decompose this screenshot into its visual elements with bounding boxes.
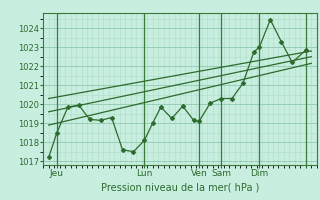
X-axis label: Pression niveau de la mer( hPa ): Pression niveau de la mer( hPa )	[101, 182, 259, 192]
